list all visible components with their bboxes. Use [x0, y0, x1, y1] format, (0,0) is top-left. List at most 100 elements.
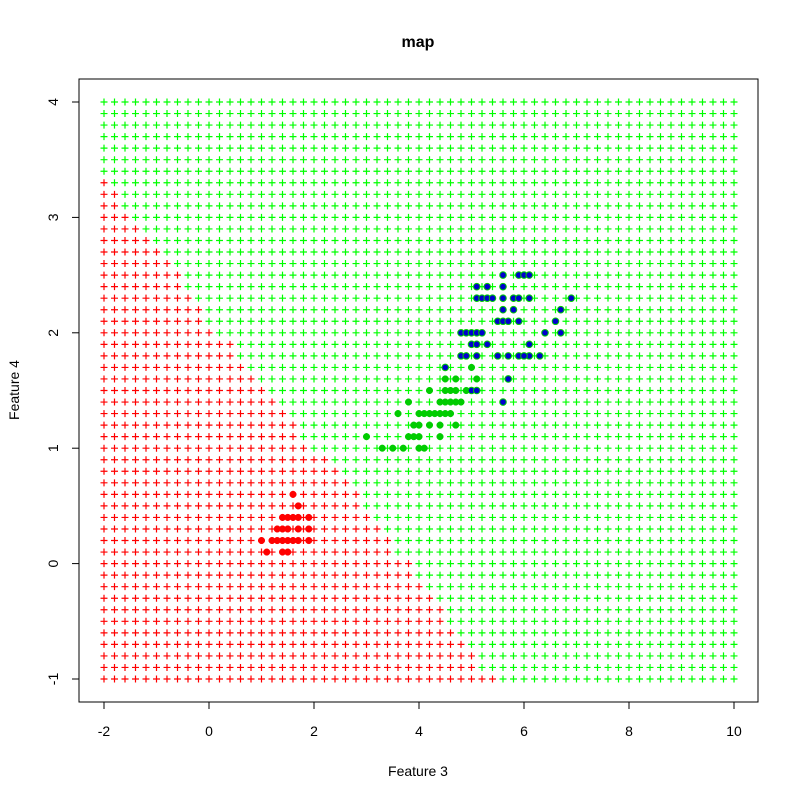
grid-marker-red — [226, 398, 234, 406]
grid-marker-green — [699, 352, 706, 360]
grid-marker-green — [594, 606, 601, 614]
grid-marker-green — [279, 110, 286, 118]
grid-marker-green — [289, 121, 297, 129]
grid-marker-green — [667, 306, 675, 314]
grid-marker-green — [583, 190, 591, 198]
grid-marker-green — [384, 398, 391, 406]
grid-marker-green — [678, 652, 685, 660]
grid-marker-red — [153, 260, 160, 268]
grid-marker-green — [468, 617, 475, 625]
grid-marker-green — [447, 179, 454, 187]
grid-marker-green — [373, 283, 381, 291]
grid-marker-green — [216, 98, 223, 106]
grid-marker-red — [153, 571, 160, 579]
grid-marker-green — [520, 121, 528, 129]
grid-marker-green — [363, 98, 370, 106]
grid-marker-red — [342, 525, 349, 533]
grid-marker-green — [436, 467, 444, 475]
grid-marker-green — [457, 110, 465, 118]
grid-marker-red — [436, 640, 444, 648]
grid-marker-green — [531, 179, 538, 187]
grid-marker-green — [583, 548, 591, 556]
grid-marker-green — [615, 629, 622, 637]
grid-marker-green — [720, 317, 727, 325]
grid-marker-green — [268, 236, 276, 244]
grid-marker-green — [720, 640, 727, 648]
grid-marker-green — [258, 260, 265, 268]
grid-marker-green — [405, 294, 412, 302]
grid-marker-red — [258, 629, 265, 637]
grid-marker-green — [730, 144, 738, 152]
grid-marker-red — [258, 525, 265, 533]
grid-marker-green — [468, 433, 475, 441]
grid-marker-green — [541, 133, 549, 141]
grid-marker-green — [520, 525, 528, 533]
grid-marker-green — [552, 144, 559, 152]
grid-marker-green — [289, 202, 297, 210]
grid-marker-red — [258, 421, 265, 429]
grid-marker-red — [121, 571, 129, 579]
grid-marker-red — [226, 467, 234, 475]
grid-marker-green — [478, 121, 486, 129]
grid-marker-green — [573, 387, 580, 394]
grid-marker-green — [709, 225, 717, 233]
grid-marker-green — [100, 110, 108, 118]
grid-marker-green — [720, 236, 727, 244]
data-point-red — [305, 525, 313, 533]
grid-marker-green — [426, 121, 433, 129]
grid-marker-green — [594, 167, 601, 175]
grid-marker-green — [594, 236, 601, 244]
grid-marker-green — [573, 213, 580, 221]
grid-marker-green — [531, 513, 538, 521]
grid-marker-red — [132, 340, 139, 348]
grid-marker-red — [363, 640, 370, 648]
grid-marker-green — [531, 571, 538, 579]
grid-marker-green — [573, 675, 580, 683]
grid-marker-green — [678, 663, 685, 671]
grid-marker-green — [688, 283, 696, 291]
grid-marker-green — [342, 121, 349, 129]
grid-marker-green — [247, 202, 255, 210]
grid-marker-green — [363, 294, 370, 302]
grid-marker-red — [153, 398, 160, 406]
grid-marker-red — [195, 329, 202, 337]
grid-marker-green — [457, 537, 465, 545]
grid-marker-green — [667, 663, 675, 671]
grid-marker-red — [163, 260, 171, 268]
grid-marker-red — [174, 502, 181, 510]
grid-marker-green — [625, 571, 633, 579]
grid-marker-red — [331, 537, 339, 545]
grid-marker-red — [153, 283, 160, 291]
grid-marker-red — [205, 433, 213, 441]
grid-marker-green — [520, 606, 528, 614]
grid-marker-red — [195, 594, 202, 602]
grid-marker-red — [205, 675, 213, 683]
grid-marker-green — [646, 571, 654, 579]
grid-marker-green — [321, 340, 328, 348]
grid-marker-green — [174, 225, 181, 233]
grid-marker-green — [720, 652, 727, 660]
grid-marker-green — [688, 617, 696, 625]
grid-marker-green — [646, 594, 654, 602]
grid-marker-green — [205, 225, 213, 233]
grid-marker-green — [478, 410, 486, 418]
grid-marker-green — [289, 110, 297, 118]
grid-marker-red — [111, 502, 118, 510]
grid-marker-green — [562, 271, 570, 279]
grid-marker-green — [709, 444, 717, 452]
grid-marker-red — [174, 548, 181, 556]
grid-marker-green — [321, 329, 328, 337]
grid-marker-green — [478, 652, 486, 660]
grid-marker-red — [226, 363, 234, 371]
data-point-red — [263, 548, 271, 556]
grid-marker-green — [268, 179, 276, 187]
grid-marker-green — [342, 190, 349, 198]
grid-marker-green — [258, 144, 265, 152]
grid-marker-green — [468, 110, 475, 118]
grid-marker-red — [226, 617, 234, 625]
grid-marker-green — [237, 133, 244, 141]
grid-marker-red — [195, 571, 202, 579]
grid-marker-green — [699, 675, 706, 683]
grid-marker-red — [132, 490, 139, 498]
